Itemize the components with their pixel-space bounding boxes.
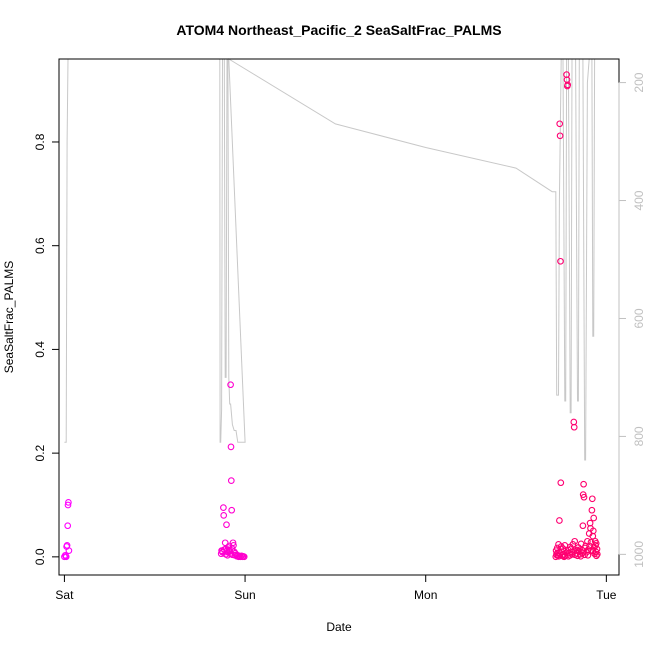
data-point [65, 499, 72, 506]
data-point [65, 547, 73, 554]
data-point [237, 553, 244, 561]
y-tick-label: 0.4 [33, 341, 47, 358]
data-point [588, 495, 596, 503]
data-point [557, 479, 565, 487]
data-point [571, 551, 579, 559]
secondary-tick-label: 400 [632, 190, 646, 210]
x-tick-label: Sun [234, 588, 255, 602]
data-point [223, 521, 230, 529]
y-axis-label: SeaSaltFrac_PALMS [2, 261, 16, 374]
secondary-tick-label: 200 [632, 72, 646, 92]
data-point [561, 547, 568, 555]
secondary-tick-label: 800 [632, 426, 646, 446]
data-point [222, 545, 230, 552]
data-point [579, 522, 587, 530]
x-axis-label: Date [326, 620, 352, 634]
data-point [228, 506, 236, 514]
data-point [227, 381, 234, 389]
chart-title: ATOM4 Northeast_Pacific_2 SeaSaltFrac_PA… [176, 22, 501, 38]
data-point [229, 539, 237, 547]
secondary-tick-label: 1000 [632, 541, 646, 568]
data-point [556, 132, 564, 140]
data-point [556, 120, 564, 128]
data-point [580, 493, 588, 501]
altitude-line-series [64, 58, 598, 461]
secondary-tick-label: 600 [632, 308, 646, 328]
x-tick-label: Tue [596, 588, 617, 602]
y-tick-label: 0.0 [33, 548, 47, 565]
data-point [586, 542, 594, 550]
y-tick-label: 0.2 [33, 444, 47, 461]
data-point [64, 522, 72, 530]
data-point [571, 537, 579, 545]
data-point [588, 506, 596, 514]
data-point [555, 541, 562, 548]
y-tick-label: 0.6 [33, 237, 47, 254]
data-point [62, 552, 70, 560]
data-point [590, 514, 598, 522]
data-point [230, 542, 237, 549]
x-axis: Sat Sun Mon Tue [55, 574, 617, 602]
altitude-line [64, 58, 598, 461]
y-tick-label: 0.8 [33, 133, 47, 150]
data-point [593, 550, 601, 558]
data-point [227, 443, 235, 451]
data-point [570, 423, 578, 431]
data-point [577, 552, 585, 560]
plot-frame [58, 58, 620, 576]
data-point [589, 547, 597, 555]
data-point [240, 553, 248, 561]
data-point [580, 480, 587, 488]
x-tick-label: Mon [414, 588, 437, 602]
data-point [557, 257, 564, 265]
data-point [224, 548, 232, 556]
secondary-y-axis: 200 400 600 800 1000 [618, 72, 646, 568]
data-point [565, 552, 572, 560]
data-point [584, 551, 592, 559]
data-point [227, 477, 235, 484]
x-tick-label: Sat [55, 588, 74, 602]
data-point [556, 517, 563, 524]
data-point [220, 512, 228, 519]
data-point [592, 540, 600, 547]
data-point [64, 501, 72, 509]
data-point [589, 527, 597, 535]
data-point [564, 81, 572, 89]
data-point [220, 504, 227, 511]
y-axis: 0.0 0.2 0.4 0.6 0.8 [33, 133, 60, 565]
data-points [61, 71, 601, 561]
